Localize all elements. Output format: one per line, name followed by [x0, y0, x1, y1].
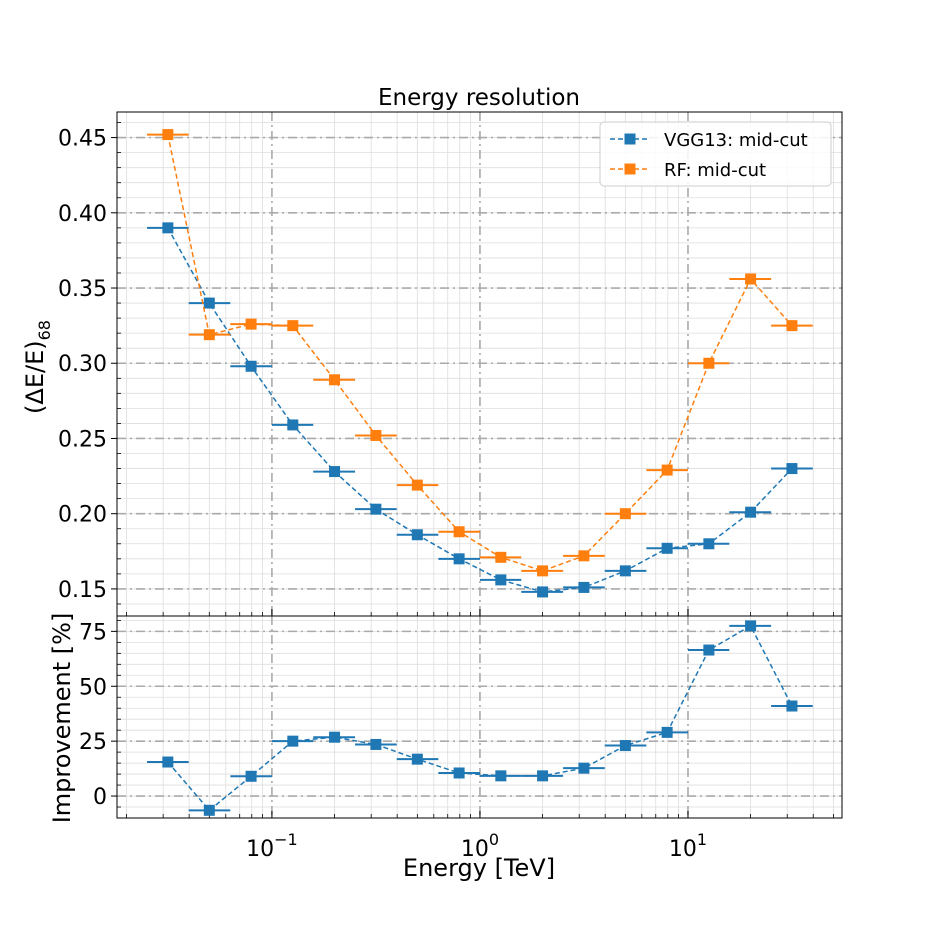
top-series-0-point [162, 222, 174, 234]
bottom-y-tick-label: 75 [79, 620, 107, 645]
top-series-1-point [245, 318, 257, 330]
top-series-0-point [661, 542, 673, 554]
bottom-y-tick-label: 50 [79, 675, 107, 700]
bottom-series-0-point [703, 644, 715, 656]
bottom-series-0-point [578, 762, 590, 774]
bottom-y-tick-label: 25 [79, 730, 107, 755]
top-series-0-point [537, 586, 549, 598]
top-y-tick-label: 0.45 [58, 127, 107, 152]
top-y-tick-label: 0.25 [58, 427, 107, 452]
resolution-panel: 0.15 0.20 0.25 0.30 0.35 0.40 0.45 VGG13: mid-c… [58, 111, 843, 617]
top-series-0-point [703, 538, 715, 550]
top-series-1-point [203, 329, 215, 341]
bottom-series-0-point [245, 770, 257, 782]
top-series-1-point [537, 565, 549, 577]
top-series-0-point [619, 565, 631, 577]
top-series-0-point [370, 503, 382, 515]
top-series-1-point [453, 526, 465, 538]
legend-label-1: RF: mid-cut [664, 160, 766, 181]
top-series-1-point [287, 320, 299, 332]
top-series-1-point [703, 357, 715, 369]
top-y-axis-label: (ΔE/E)68 [21, 320, 54, 414]
bottom-y-axis-label: Improvement [%] [48, 613, 76, 824]
top-series-1-point [661, 464, 673, 476]
bottom-series-0-point [619, 740, 631, 752]
bottom-series-0-point [203, 804, 215, 816]
top-y-tick-label: 0.30 [58, 352, 107, 377]
top-series-1-point [578, 550, 590, 562]
x-axis-label: Energy [TeV] [403, 854, 555, 882]
top-series-1-point [370, 429, 382, 441]
top-series-0-point [287, 419, 299, 431]
bottom-y-tick-label: 0 [93, 785, 107, 810]
top-series-1-point [411, 479, 423, 491]
legend-box [599, 121, 832, 187]
top-series-0-point [329, 466, 341, 478]
top-series-1-point [162, 129, 174, 141]
top-series-0-point [786, 463, 798, 475]
x-tick-label: 101 [669, 830, 707, 862]
x-tick-label: 10−1 [246, 830, 298, 862]
top-series-1-point [745, 273, 757, 285]
bottom-series-0-point [495, 770, 507, 782]
top-y-tick-label: 0.40 [58, 202, 107, 227]
top-series-0-point [245, 360, 257, 372]
bottom-axes-frame [116, 615, 843, 819]
bottom-series-0-point [411, 753, 423, 765]
bottom-series-0-line [167, 624, 793, 812]
top-y-tick-label: 0.15 [58, 578, 107, 603]
top-y-tick-label: 0.35 [58, 277, 107, 302]
bottom-series-0-point [329, 731, 341, 743]
top-series-1-point [619, 508, 631, 520]
bottom-series-0-point [453, 767, 465, 779]
top-series-0-line [167, 227, 793, 593]
bottom-series-0-point [370, 738, 382, 750]
top-y-tick-label: 0.20 [58, 503, 107, 528]
top-series-1-point [786, 320, 798, 332]
legend-marker-1 [624, 163, 636, 175]
bottom-series-0-point [661, 726, 673, 738]
bottom-series-0-point [162, 756, 174, 768]
bottom-series-0-point [287, 735, 299, 747]
top-series-0-point [495, 574, 507, 586]
top-series-1-point [495, 551, 507, 563]
improvement-panel: 0 25 50 75 10−1 100 101 [79, 615, 843, 862]
top-series-0-point [745, 506, 757, 518]
top-series-0-point [203, 297, 215, 309]
legend-marker-0 [624, 133, 636, 145]
legend-label-0: VGG13: mid-cut [664, 130, 808, 151]
bottom-series-0-point [537, 770, 549, 782]
top-series-0-point [453, 553, 465, 565]
x-tick-label: 100 [461, 830, 499, 862]
bottom-series-0-point [786, 700, 798, 712]
top-series-0-point [411, 529, 423, 541]
top-series-1-point [329, 374, 341, 386]
top-series-0-point [578, 581, 590, 593]
bottom-series-0-point [745, 620, 757, 632]
chart-title: Energy resolution [378, 85, 580, 111]
